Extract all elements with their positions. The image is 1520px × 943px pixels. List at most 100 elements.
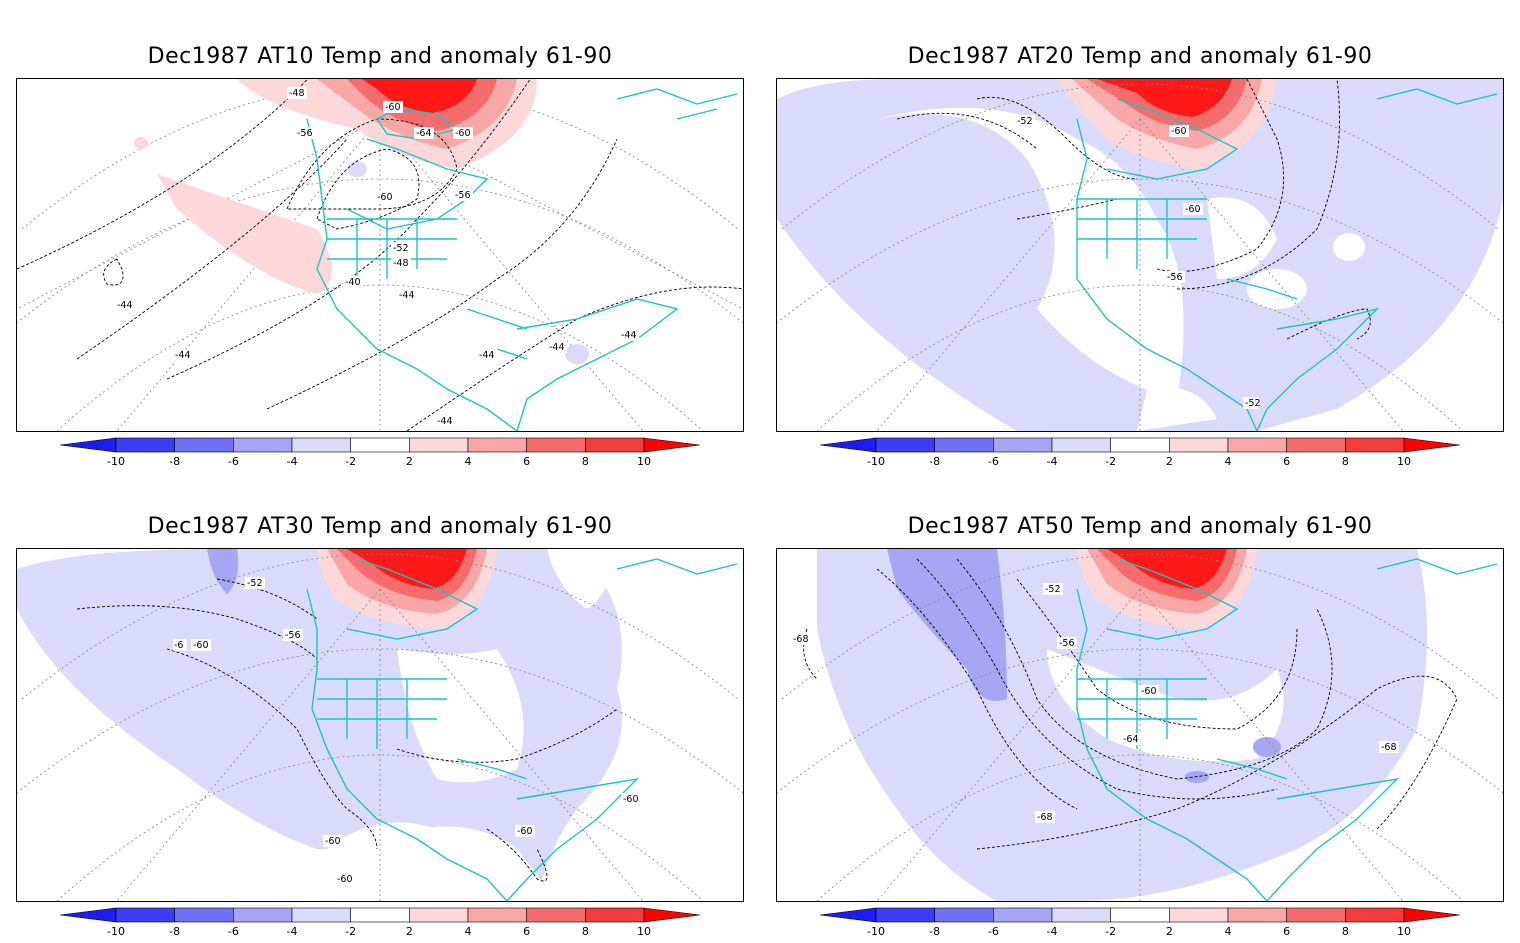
colorbar-tick-label: 4 <box>465 925 472 938</box>
coastlines <box>306 88 738 431</box>
contour-labels: -52 -56 -68 -60 -64 -68 -68 <box>791 583 1399 823</box>
contour-label: -68 <box>1381 742 1397 753</box>
contour-label: -60 <box>385 102 401 113</box>
colorbar-tick-label: -10 <box>107 455 125 468</box>
colorbar-swatch <box>115 907 175 923</box>
colorbar: -10 -8 -6 -4 -2 2 4 6 8 10 <box>819 907 1461 943</box>
colorbar-swatch <box>993 437 1053 453</box>
colorbar-tick-label: 2 <box>406 455 413 468</box>
colorbar-swatch <box>875 907 935 923</box>
colorbar-tick-label: 10 <box>637 455 651 468</box>
colorbar-tick-label: -8 <box>169 455 180 468</box>
map-area: -52 -56 -68 -60 -64 -68 -68 <box>776 548 1504 902</box>
colorbar-swatch <box>875 437 935 453</box>
colorbar-swatch <box>115 437 175 453</box>
colorbar-swatch <box>350 907 410 923</box>
colorbar: -10 -8 -6 -4 -2 2 4 6 8 10 <box>59 437 701 473</box>
contour-label: -52 <box>247 578 263 589</box>
colorbar-swatch <box>1286 907 1346 923</box>
colorbar-tick-label: -4 <box>287 455 298 468</box>
colorbar-tick-label: 2 <box>1166 925 1173 938</box>
map-canvas: -52 -60 -60 -56 -52 <box>777 79 1503 431</box>
graticule <box>777 83 1503 431</box>
contour-label: -52 <box>1045 584 1061 595</box>
contour-label: -6 <box>174 640 183 651</box>
anomaly-fill <box>134 79 589 364</box>
contour-labels: -52 -60 -60 -56 -52 <box>1015 115 1261 409</box>
colorbar-swatch <box>1169 907 1229 923</box>
contour-label: -44 <box>437 416 453 427</box>
colorbar-tick-label: 6 <box>1283 455 1290 468</box>
colorbar-tick-label: 8 <box>582 925 589 938</box>
colorbar-tick-label: -2 <box>1105 925 1116 938</box>
map-area: -52 -60 -60 -56 -52 <box>776 78 1504 432</box>
contour-label: -64 <box>416 128 432 139</box>
colorbar-tick-label: 10 <box>1397 925 1411 938</box>
contour-label: -56 <box>1167 272 1183 283</box>
colorbar-swatch <box>233 907 293 923</box>
colorbar-tick-label: -6 <box>988 925 999 938</box>
contour-label: -44 <box>479 350 495 361</box>
panel-title: Dec1987 AT50 Temp and anomaly 61-90 <box>907 514 1373 539</box>
contour-label: -56 <box>1059 638 1075 649</box>
contour-label: -60 <box>517 826 533 837</box>
colorbar-tick-label: 10 <box>1397 455 1411 468</box>
colorbar-tick-label: -10 <box>867 455 885 468</box>
contour-label: -60 <box>1171 126 1187 137</box>
colorbar-swatch <box>409 437 469 453</box>
map-area: -48 -56 -60 -64 -60 -60 -56 -52 -48 -40 … <box>16 78 744 432</box>
colorbar-swatch <box>291 437 351 453</box>
colorbar-svg: -10 -8 -6 -4 -2 2 4 6 8 10 <box>819 437 1461 468</box>
colorbar-swatch <box>174 907 234 923</box>
contour-label: -60 <box>337 874 353 885</box>
contour-label: -68 <box>793 634 809 645</box>
colorbar-swatch <box>993 907 1053 923</box>
colorbar-swatch-max <box>1403 907 1461 923</box>
contour-label: -60 <box>377 192 393 203</box>
colorbar-swatch <box>1051 907 1111 923</box>
colorbar-tick-label: -10 <box>107 925 125 938</box>
colorbar-swatch <box>1169 437 1229 453</box>
colorbar-swatch-min <box>59 907 117 923</box>
colorbar-swatch <box>233 437 293 453</box>
colorbar-tick-label: 4 <box>1225 455 1232 468</box>
colorbar-swatch <box>585 907 645 923</box>
colorbar-swatch <box>1227 437 1287 453</box>
map-canvas: -48 -56 -60 -64 -60 -60 -56 -52 -48 -40 … <box>17 79 743 431</box>
contour-label: -56 <box>455 190 471 201</box>
colorbar-swatch <box>1051 437 1111 453</box>
colorbar-svg: -10 -8 -6 -4 -2 2 4 6 8 10 <box>59 437 701 468</box>
colorbar-swatch <box>526 437 586 453</box>
colorbar-tick-label: -6 <box>228 455 239 468</box>
contour-labels: -52 -56 -6 -60 -60 -60 -60 -60 <box>173 577 641 885</box>
colorbar-tick-label: -6 <box>988 455 999 468</box>
colorbar-swatch-min <box>819 437 877 453</box>
contour-label: -40 <box>345 277 361 288</box>
colorbar-swatch <box>409 907 469 923</box>
colorbar-swatch <box>1110 907 1170 923</box>
colorbar-tick-label: 6 <box>1283 925 1290 938</box>
colorbar-tick-label: 4 <box>465 455 472 468</box>
contour-label: -60 <box>193 640 209 651</box>
colorbar-swatch <box>1286 437 1346 453</box>
contour-label: -44 <box>621 330 637 341</box>
colorbar-svg: -10 -8 -6 -4 -2 2 4 6 8 10 <box>819 907 1461 938</box>
map-panel-at30: Dec1987 AT30 Temp and anomaly 61-90 <box>16 470 744 940</box>
contour-lines <box>803 558 1458 850</box>
panel-title: Dec1987 AT30 Temp and anomaly 61-90 <box>147 514 613 539</box>
colorbar: -10 -8 -6 -4 -2 2 4 6 8 10 <box>819 437 1461 473</box>
colorbar-swatch-min <box>819 907 877 923</box>
colorbar-tick-label: -2 <box>1105 455 1116 468</box>
colorbar-tick-label: 8 <box>582 455 589 468</box>
map-panel-at10: Dec1987 AT10 Temp and anomaly 61-90 <box>16 0 744 470</box>
colorbar-swatch-max <box>643 437 701 453</box>
map-canvas: -52 -56 -6 -60 -60 -60 -60 -60 <box>17 549 743 901</box>
map-canvas: -52 -56 -68 -60 -64 -68 -68 <box>777 549 1503 901</box>
contour-lines <box>896 79 1371 340</box>
colorbar-swatch <box>291 907 351 923</box>
colorbar-swatch <box>526 907 586 923</box>
colorbar-tick-label: -4 <box>1047 925 1058 938</box>
colorbar-tick-label: 4 <box>1225 925 1232 938</box>
map-panel-at50: Dec1987 AT50 Temp and anomaly 61-90 <box>776 470 1504 940</box>
coastlines <box>1076 88 1498 431</box>
